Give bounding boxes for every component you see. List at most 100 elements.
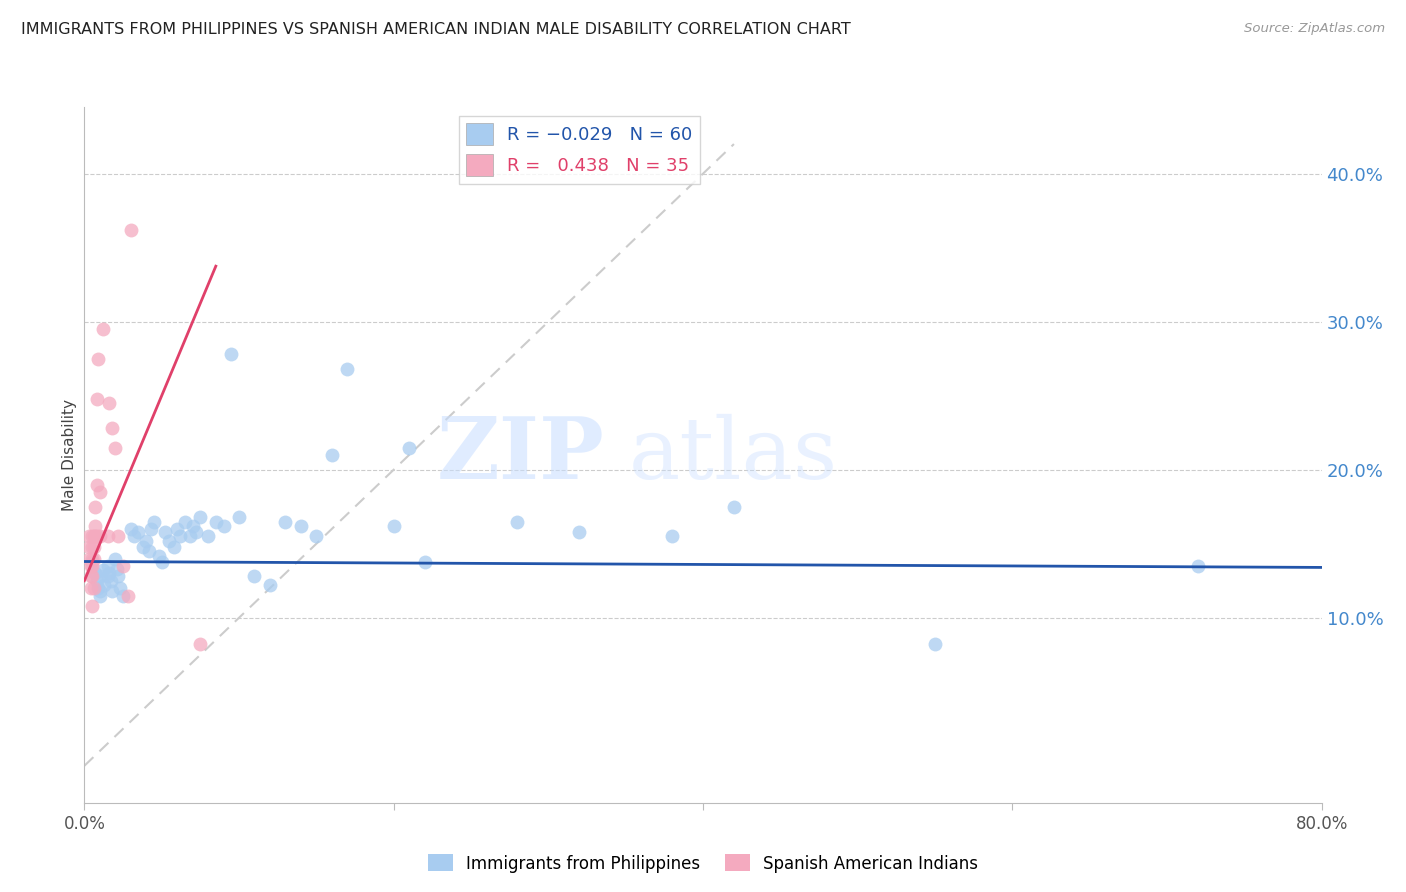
Point (181, 519, 204, 533)
Point (97, 529, 120, 543)
Point (86, 574, 108, 588)
Point (82, 599, 104, 613)
Point (212, 519, 235, 533)
Point (205, 515, 228, 529)
Point (84, 566, 107, 581)
Point (305, 529, 328, 543)
Point (82, 569, 104, 583)
Point (661, 529, 683, 543)
Point (82, 558, 104, 573)
Point (97, 558, 120, 573)
Point (107, 569, 129, 583)
Text: atlas: atlas (628, 413, 838, 497)
Legend: R = −0.029   N = 60, R =   0.438   N = 35: R = −0.029 N = 60, R = 0.438 N = 35 (458, 116, 700, 184)
Point (290, 519, 312, 533)
Point (188, 510, 212, 524)
Point (174, 515, 197, 529)
Point (83, 551, 105, 566)
Point (506, 515, 529, 529)
Text: IMMIGRANTS FROM PHILIPPINES VS SPANISH AMERICAN INDIAN MALE DISABILITY CORRELATI: IMMIGRANTS FROM PHILIPPINES VS SPANISH A… (21, 22, 851, 37)
Point (143, 515, 166, 529)
Point (86, 392, 108, 406)
Point (122, 529, 145, 543)
Point (135, 533, 157, 548)
Point (243, 569, 266, 583)
Point (723, 500, 745, 514)
Point (120, 522, 142, 536)
Point (86, 477, 108, 491)
Point (132, 540, 155, 554)
Point (82, 529, 104, 543)
Text: Source: ZipAtlas.com: Source: ZipAtlas.com (1244, 22, 1385, 36)
Point (924, 637, 946, 651)
Point (97, 569, 120, 583)
Point (274, 515, 297, 529)
Y-axis label: Male Disability: Male Disability (62, 399, 77, 511)
Point (150, 554, 173, 568)
Point (93, 578, 115, 592)
Point (98, 396, 121, 410)
Point (568, 524, 591, 539)
Point (169, 529, 191, 543)
Point (82, 551, 104, 566)
Point (91, 563, 114, 577)
Point (138, 544, 160, 558)
Point (321, 448, 343, 462)
Point (82, 540, 104, 554)
Point (77, 529, 100, 543)
Point (104, 551, 127, 566)
Point (89, 569, 111, 583)
Point (120, 223, 142, 237)
Point (86, 529, 108, 543)
Text: ZIP: ZIP (436, 413, 605, 497)
Point (79, 569, 101, 583)
Point (91, 322, 114, 336)
Point (336, 362, 359, 376)
Point (228, 510, 250, 524)
Point (197, 529, 219, 543)
Point (98, 566, 121, 581)
Point (382, 519, 405, 533)
Point (100, 574, 122, 588)
Point (77, 540, 100, 554)
Point (83, 529, 105, 543)
Point (139, 522, 162, 536)
Point (89, 484, 111, 499)
Point (83, 540, 105, 554)
Point (179, 529, 201, 543)
Point (87, 581, 110, 595)
Point (148, 549, 170, 563)
Point (101, 584, 124, 599)
Point (87, 351, 110, 366)
Point (104, 441, 127, 455)
Point (77, 551, 100, 566)
Point (128, 524, 150, 539)
Point (163, 540, 186, 554)
Point (79, 558, 101, 573)
Point (153, 524, 176, 539)
Point (84, 529, 107, 543)
Point (184, 524, 207, 539)
Point (108, 581, 131, 595)
Point (105, 562, 128, 576)
Point (117, 589, 139, 603)
Point (83, 581, 105, 595)
Point (398, 441, 420, 455)
Point (79, 581, 101, 595)
Point (112, 589, 135, 603)
Point (221, 347, 243, 361)
Point (101, 421, 124, 435)
Point (107, 529, 129, 543)
Point (89, 584, 111, 599)
Point (112, 558, 135, 573)
Point (84, 500, 107, 514)
Point (82, 554, 104, 568)
Point (89, 529, 111, 543)
Point (166, 522, 188, 536)
Point (159, 533, 181, 548)
Point (188, 637, 212, 651)
Legend: Immigrants from Philippines, Spanish American Indians: Immigrants from Philippines, Spanish Ame… (420, 847, 986, 880)
Point (89, 589, 111, 603)
Point (413, 554, 436, 568)
Point (84, 519, 107, 533)
